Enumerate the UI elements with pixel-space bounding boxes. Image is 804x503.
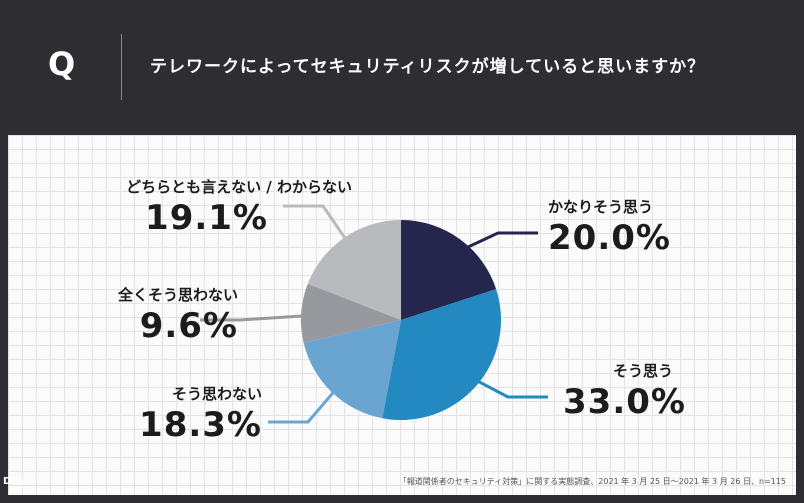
pie-slice bbox=[401, 220, 497, 320]
dds-logo: DDS bbox=[3, 476, 26, 487]
percent-label: 33.0% bbox=[563, 382, 686, 422]
pie-chart bbox=[200, 204, 548, 424]
leader-line bbox=[200, 313, 324, 322]
pie-slice bbox=[301, 283, 401, 344]
footnote: 「報道関係者のセキュリティ対策」に関する実態調査、2021 年 3 月 25 日… bbox=[398, 477, 786, 486]
header-divider bbox=[121, 34, 122, 100]
category-label: 全くそう思わない bbox=[117, 286, 238, 304]
category-label: そう思う bbox=[612, 362, 673, 380]
leader-line bbox=[446, 231, 538, 259]
leader-line bbox=[458, 370, 548, 399]
leader-line bbox=[283, 204, 359, 257]
label-agree: そう思う 33.0% bbox=[563, 361, 686, 423]
chart-panel: かなりそう思う 20.0% そう思う 33.0% そう思わない 18.3% 全く… bbox=[8, 135, 796, 495]
category-label: どちらとも言えない / わからない bbox=[126, 178, 352, 196]
percent-label: 9.6% bbox=[139, 306, 238, 346]
question-title: テレワークによってセキュリティリスクが増していると思いますか？ bbox=[150, 57, 706, 77]
q-mark: Q bbox=[48, 45, 76, 83]
label-disagree: そう思わない 18.3% bbox=[128, 384, 262, 446]
percent-label: 18.3% bbox=[139, 405, 262, 445]
pie-slice bbox=[307, 220, 401, 320]
category-label: かなりそう思う bbox=[548, 198, 654, 216]
pie-slice bbox=[303, 320, 401, 419]
percent-label: 19.1% bbox=[145, 198, 268, 238]
leader-line bbox=[268, 375, 349, 424]
label-strongly-disagree: 全くそう思わない 9.6% bbox=[48, 285, 238, 347]
category-label: そう思わない bbox=[171, 385, 262, 403]
percent-label: 20.0% bbox=[548, 218, 671, 258]
pie-slice bbox=[382, 289, 501, 420]
header: Q テレワークによってセキュリティリスクが増していると思いますか？ bbox=[0, 0, 804, 135]
label-neutral: どちらとも言えない / わからない 19.1% bbox=[48, 177, 352, 239]
label-strongly-agree: かなりそう思う 20.0% bbox=[548, 197, 671, 259]
